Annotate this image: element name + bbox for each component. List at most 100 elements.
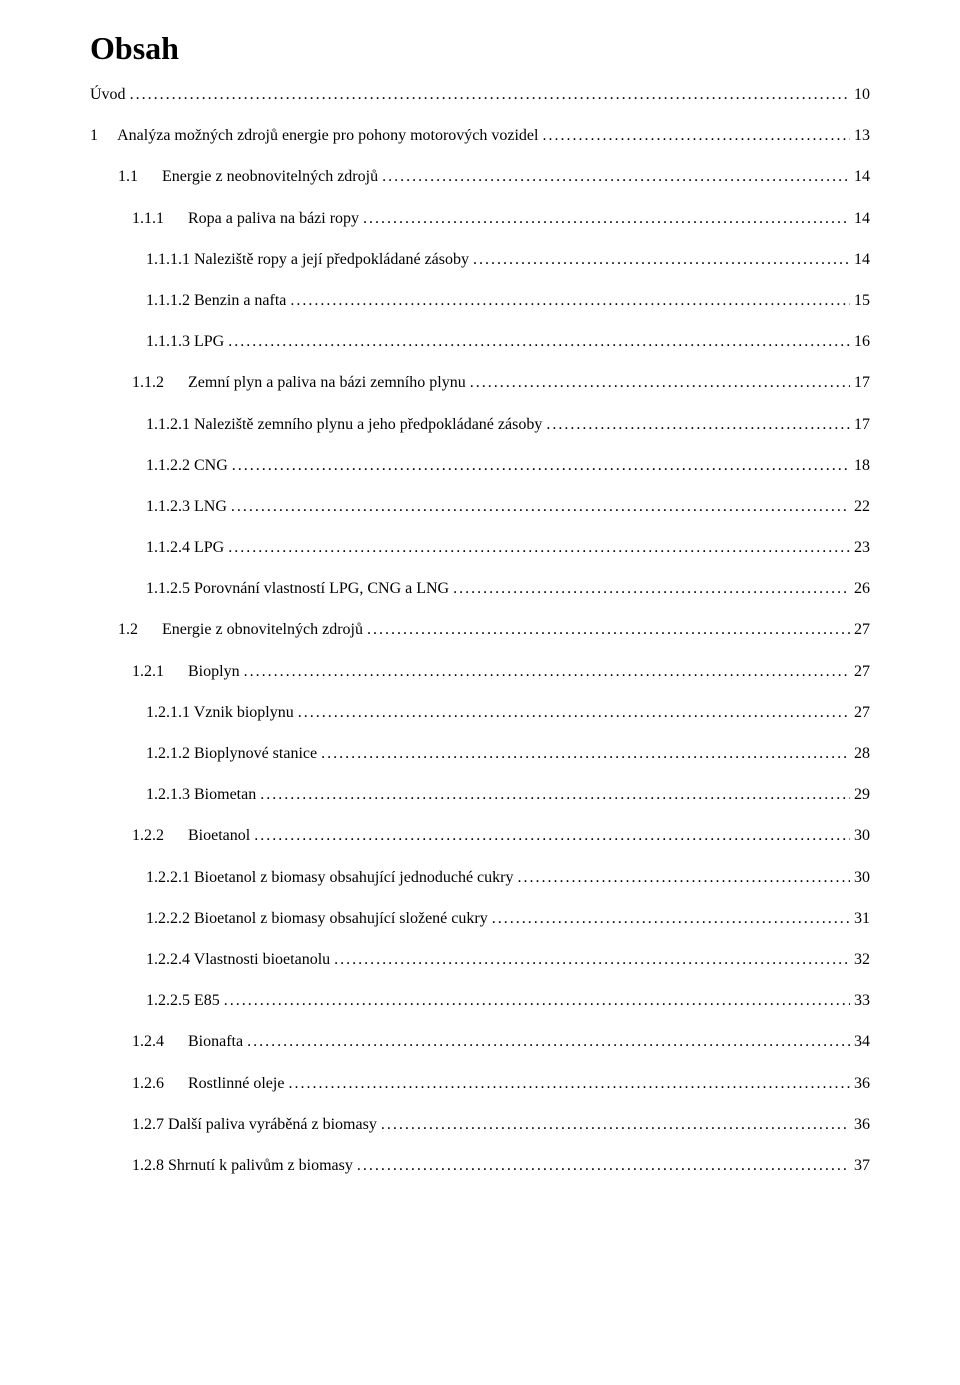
toc-entry-page: 14 [854, 167, 870, 186]
toc-leader-dots [224, 991, 850, 1010]
toc-leader-dots [321, 744, 850, 763]
toc-entry-label: 1.2.7 Další paliva vyráběná z biomasy [132, 1115, 377, 1134]
toc-entry-page: 18 [854, 456, 870, 475]
toc-entry-page: 15 [854, 291, 870, 310]
toc-leader-dots [232, 456, 850, 475]
toc-entry-label: 1.1.1.1 Naleziště ropy a její předpoklád… [146, 250, 469, 269]
toc-entry-page: 36 [854, 1074, 870, 1093]
toc-entry: 1.2.8 Shrnutí k palivům z biomasy 37 [90, 1156, 870, 1175]
toc-leader-dots [247, 1032, 850, 1051]
toc-entry-label: 1.2.1.1 Vznik bioplynu [146, 703, 294, 722]
toc-leader-dots [260, 785, 850, 804]
toc-entry: 1.2.7 Další paliva vyráběná z biomasy 36 [90, 1115, 870, 1134]
toc-entry-label: 1.1.2.1 Naleziště zemního plynu a jeho p… [146, 415, 542, 434]
toc-entry-page: 33 [854, 991, 870, 1010]
toc-entry-page: 30 [854, 826, 870, 845]
toc-entry: Úvod 10 [90, 85, 870, 104]
toc-leader-dots [381, 1115, 850, 1134]
toc-entry: 1.2.2.4 Vlastnosti bioetanolu 32 [90, 950, 870, 969]
toc-entry-page: 31 [854, 909, 870, 928]
toc-leader-dots [473, 250, 850, 269]
toc-entry-label: 1.1 Energie z neobnovitelných zdrojů [118, 167, 378, 186]
toc-entry-label: 1.2 Energie z obnovitelných zdrojů [118, 620, 363, 639]
toc-entry: 1.1.2.4 LPG 23 [90, 538, 870, 557]
toc-entry: 1.2.2.2 Bioetanol z biomasy obsahující s… [90, 909, 870, 928]
toc-entry-page: 17 [854, 415, 870, 434]
toc-entry-label: 1.2.4 Bionafta [132, 1032, 243, 1051]
toc-leader-dots [228, 538, 850, 557]
toc-leader-dots [546, 415, 850, 434]
toc-leader-dots [254, 826, 850, 845]
toc-entry-label: Úvod [90, 85, 126, 104]
toc-entry-page: 14 [854, 250, 870, 269]
toc-entry-label: 1.1.2 Zemní plyn a paliva na bázi zemníh… [132, 373, 466, 392]
toc-entry-label: 1.1.1.2 Benzin a nafta [146, 291, 286, 310]
toc-entry-page: 14 [854, 209, 870, 228]
toc-entry-label: 1.2.2.1 Bioetanol z biomasy obsahující j… [146, 868, 513, 887]
toc-entry-label: 1.2.2.2 Bioetanol z biomasy obsahující s… [146, 909, 488, 928]
toc-entry-label: 1.2.2.5 E85 [146, 991, 220, 1010]
toc-leader-dots [244, 662, 850, 681]
toc-entry: 1.2.1.3 Biometan29 [90, 785, 870, 804]
toc-entry: 1.2.6 Rostlinné oleje36 [90, 1074, 870, 1093]
toc-entry: 1.1.1.2 Benzin a nafta 15 [90, 291, 870, 310]
toc-leader-dots [334, 950, 850, 969]
toc-leader-dots [453, 579, 850, 598]
toc-leader-dots [288, 1074, 850, 1093]
toc-entry-label: 1.1.2.3 LNG [146, 497, 227, 516]
toc-entry-label: 1.2.1.3 Biometan [146, 785, 256, 804]
toc-entry-label: 1.2.8 Shrnutí k palivům z biomasy [132, 1156, 353, 1175]
toc-entry-label: 1 Analýza možných zdrojů energie pro poh… [90, 126, 538, 145]
toc-entry: 1.2 Energie z obnovitelných zdrojů27 [90, 620, 870, 639]
toc-entry-page: 27 [854, 703, 870, 722]
toc-leader-dots [470, 373, 850, 392]
toc-entry: 1.1.2.1 Naleziště zemního plynu a jeho p… [90, 415, 870, 434]
toc-entry: 1.1.1.3 LPG 16 [90, 332, 870, 351]
table-of-contents: Úvod 10 1 Analýza možných zdrojů energie p… [90, 85, 870, 1175]
toc-entry: 1.1.1.1 Naleziště ropy a její předpoklád… [90, 250, 870, 269]
toc-leader-dots [298, 703, 850, 722]
toc-entry-page: 10 [854, 85, 870, 104]
toc-entry-label: 1.2.1.2 Bioplynové stanice [146, 744, 317, 763]
toc-entry: 1.1.2.5 Porovnání vlastností LPG, CNG a … [90, 579, 870, 598]
toc-leader-dots [130, 85, 850, 104]
toc-entry-page: 28 [854, 744, 870, 763]
toc-entry: 1.2.1 Bioplyn 27 [90, 662, 870, 681]
toc-leader-dots [492, 909, 850, 928]
toc-entry-label: 1.1.1 Ropa a paliva na bázi ropy [132, 209, 359, 228]
toc-entry: 1 Analýza možných zdrojů energie pro poh… [90, 126, 870, 145]
toc-leader-dots [363, 209, 850, 228]
toc-leader-dots [382, 167, 850, 186]
toc-entry-page: 36 [854, 1115, 870, 1134]
toc-entry-page: 27 [854, 662, 870, 681]
toc-entry-page: 16 [854, 332, 870, 351]
toc-entry-page: 17 [854, 373, 870, 392]
toc-entry-label: 1.2.1 Bioplyn [132, 662, 240, 681]
toc-entry-label: 1.1.1.3 LPG [146, 332, 224, 351]
toc-entry-page: 37 [854, 1156, 870, 1175]
toc-entry: 1.2.2.1 Bioetanol z biomasy obsahující j… [90, 868, 870, 887]
toc-leader-dots [367, 620, 850, 639]
toc-entry-page: 26 [854, 579, 870, 598]
toc-entry-label: 1.2.2.4 Vlastnosti bioetanolu [146, 950, 330, 969]
toc-entry-page: 13 [854, 126, 870, 145]
toc-leader-dots [228, 332, 850, 351]
toc-entry: 1.2.2 Bioetanol 30 [90, 826, 870, 845]
toc-entry: 1.1.1 Ropa a paliva na bázi ropy 14 [90, 209, 870, 228]
toc-entry-label: 1.1.2.4 LPG [146, 538, 224, 557]
toc-entry-label: 1.2.2 Bioetanol [132, 826, 250, 845]
toc-entry: 1.2.2.5 E85 33 [90, 991, 870, 1010]
toc-entry: 1.2.1.1 Vznik bioplynu 27 [90, 703, 870, 722]
toc-entry: 1.1.2.3 LNG22 [90, 497, 870, 516]
toc-entry: 1.2.4 Bionafta34 [90, 1032, 870, 1051]
toc-leader-dots [290, 291, 850, 310]
toc-leader-dots [231, 497, 850, 516]
toc-entry-page: 23 [854, 538, 870, 557]
toc-entry: 1.1.2.2 CNG18 [90, 456, 870, 475]
toc-entry: 1.1.2 Zemní plyn a paliva na bázi zemníh… [90, 373, 870, 392]
toc-entry: 1.1 Energie z neobnovitelných zdrojů 14 [90, 167, 870, 186]
toc-leader-dots [357, 1156, 850, 1175]
toc-entry-page: 32 [854, 950, 870, 969]
toc-leader-dots [542, 126, 850, 145]
toc-entry-page: 30 [854, 868, 870, 887]
